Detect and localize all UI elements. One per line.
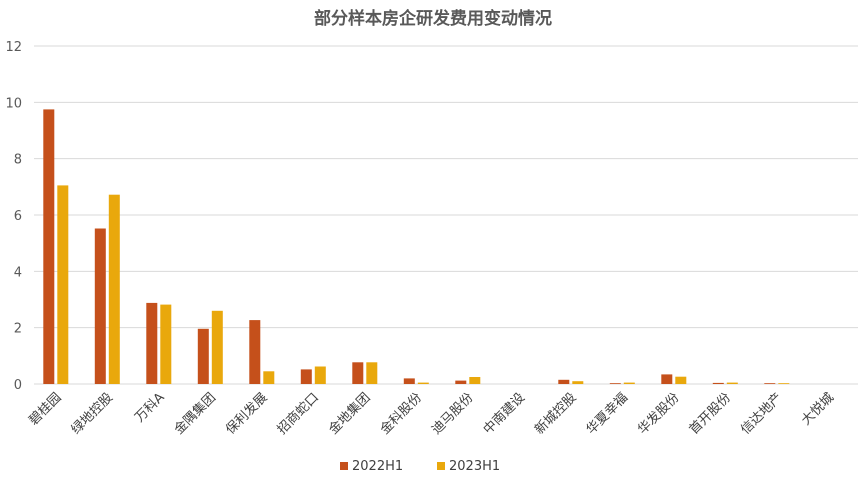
y-axis-ticks: 0 2 4 6 8 10 12	[5, 40, 22, 393]
bar-2023h1-15	[778, 383, 790, 384]
bar-2023h1-4	[211, 310, 223, 384]
bar-2022h1-2	[94, 228, 106, 384]
bar-2022h1-7	[352, 362, 364, 384]
category-labels: 碧桂园 绿地控股 万科A 金隅集团 保利发展 招商蛇口 金地集团 金科股份 迪马股份 中南建设 新城…	[26, 390, 837, 438]
bar-2023h1-13	[675, 376, 687, 384]
chart-title: 部分样本房企研发费用变动情况	[314, 8, 552, 29]
y-tick-label: 12	[5, 40, 22, 55]
bar-2022h1-11	[558, 379, 570, 384]
bar-2023h1-1	[57, 185, 69, 384]
category-label: 首开股份	[687, 390, 734, 437]
bars	[43, 109, 790, 385]
bar-2023h1-7	[366, 362, 378, 384]
legend-swatch-2023h1	[437, 462, 445, 470]
bar-2022h1-15	[764, 383, 776, 384]
category-label: 新城控股	[531, 390, 579, 438]
bar-2023h1-6	[314, 366, 326, 384]
bar-2023h1-5	[263, 371, 275, 384]
y-tick-label: 4	[14, 265, 22, 280]
category-label: 中南建设	[480, 390, 528, 438]
category-label: 保利发展	[222, 390, 270, 438]
category-label: 金地集团	[325, 390, 373, 438]
y-tick-label: 10	[5, 96, 22, 111]
category-label: 华夏幸福	[584, 390, 631, 437]
bar-2022h1-12	[609, 383, 621, 384]
bar-2023h1-3	[160, 304, 172, 384]
legend: 2022H1 2023H1	[340, 459, 500, 474]
bar-2023h1-12	[623, 382, 635, 384]
category-label: 信达地产	[738, 390, 785, 437]
bar-2022h1-9	[455, 380, 467, 384]
bar-2023h1-14	[726, 382, 738, 384]
category-label: 碧桂园	[26, 390, 64, 428]
category-label: 华发股份	[634, 390, 682, 438]
bar-2023h1-9	[469, 377, 481, 384]
bar-2022h1-14	[712, 382, 724, 384]
category-label: 招商蛇口	[275, 390, 322, 437]
bar-2022h1-3	[146, 302, 158, 384]
bar-2023h1-11	[572, 381, 584, 384]
category-label: 绿地控股	[69, 390, 116, 437]
category-label: 迪马股份	[429, 390, 476, 437]
y-tick-label: 2	[14, 322, 22, 337]
legend-label-2022h1: 2022H1	[352, 459, 403, 474]
bar-2022h1-13	[661, 374, 673, 384]
category-label: 大悦城	[799, 390, 837, 428]
y-tick-label: 6	[14, 209, 22, 224]
bar-2022h1-6	[300, 369, 312, 384]
bar-2023h1-2	[108, 194, 120, 384]
category-label: 万科A	[132, 390, 167, 425]
category-label: 金科股份	[377, 390, 425, 438]
bar-2022h1-1	[43, 109, 55, 385]
bar-2022h1-4	[197, 328, 209, 384]
y-tick-label: 0	[14, 378, 22, 393]
legend-swatch-2022h1	[340, 462, 348, 470]
y-tick-label: 8	[14, 153, 22, 168]
grid-lines	[34, 45, 858, 385]
category-label: 金隅集团	[171, 390, 219, 438]
bar-2022h1-5	[249, 320, 261, 384]
bar-2022h1-8	[403, 378, 415, 384]
bar-2023h1-8	[417, 382, 429, 384]
legend-label-2023h1: 2023H1	[449, 459, 500, 474]
